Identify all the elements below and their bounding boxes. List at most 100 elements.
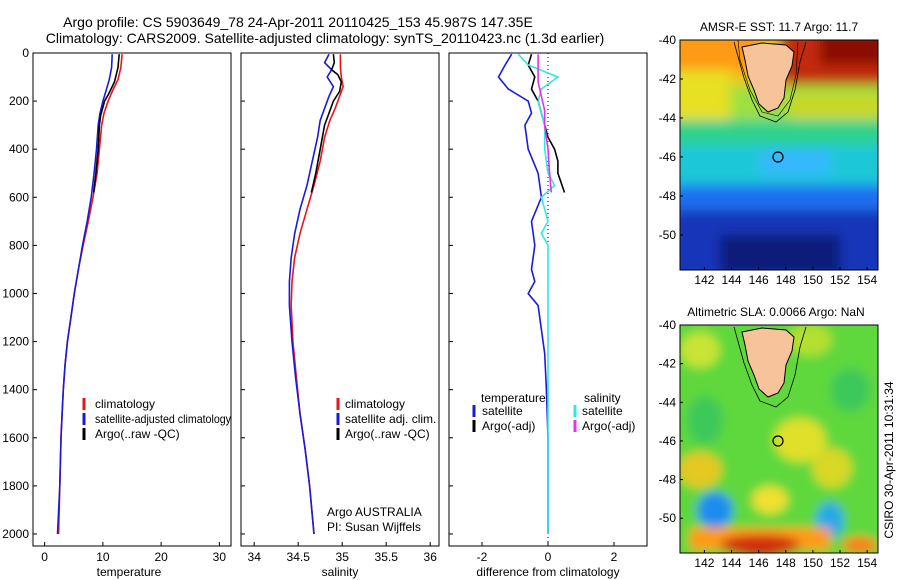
temperature-panel: 0 10 20 30 0 200 400 600 800 1000 1200 1400 1600 1800… — [2, 46, 232, 579]
map-x-tick-label: 148 — [776, 273, 796, 287]
map-x-tick-label: 152 — [830, 273, 850, 287]
salinity-panel: 34 34.5 35 35.5 36 salinity climatology sate… — [240, 52, 440, 579]
map-y-tick-label: -40 — [659, 318, 677, 332]
x-tick-label: 34.5 — [287, 550, 311, 564]
figure-title-line1: Argo profile: CS 5903649_78 24-Apr-2011 … — [63, 14, 533, 30]
y-tick-label: 1600 — [2, 431, 29, 445]
salinity-ticks: 34 34.5 35 35.5 36 — [241, 52, 438, 564]
map-y-tick-label: -48 — [659, 473, 677, 487]
series-line-2-2 — [517, 53, 560, 534]
series-line-0-2 — [92, 54, 120, 193]
legend-label: satellite — [482, 404, 523, 418]
legend-header-salinity: salinity — [584, 391, 621, 405]
argo-annotation-line2: PI: Susan Wijffels — [327, 520, 421, 534]
y-tick-label: 2000 — [2, 527, 29, 541]
map-x-tick-label: 146 — [749, 273, 769, 287]
map-x-tick-label: 152 — [830, 556, 850, 570]
map-y-tick-label: -46 — [659, 434, 677, 448]
y-tick-label: 400 — [9, 142, 29, 156]
map-y-tick-label: -50 — [659, 511, 677, 525]
y-tick-label: 0 — [22, 46, 29, 60]
series-line-1-1 — [288, 53, 335, 535]
sst-map-title: AMSR-E SST: 11.7 Argo: 11.7 — [700, 20, 859, 34]
map-x-tick-label: 150 — [803, 273, 823, 287]
x-tick-label: 0 — [545, 550, 552, 564]
map-x-tick-label: 142 — [694, 273, 714, 287]
sst-map-contour — [733, 41, 807, 123]
map-y-tick-label: -44 — [659, 111, 677, 125]
map-x-tick-label: 144 — [722, 273, 742, 287]
series-line-0-1 — [56, 54, 113, 535]
legend-label: Argo(-adj) — [582, 419, 635, 433]
x-tick-label: 35 — [336, 550, 350, 564]
difference-ticks: -2 0 2 — [449, 52, 618, 564]
sst-map-panel: AMSR-E SST: 11.7 Argo: 11.7 — [659, 20, 879, 287]
x-tick-label: 30 — [213, 550, 227, 564]
map-x-tick-label: 154 — [857, 556, 877, 570]
tasmania-land — [741, 42, 795, 113]
sla-map-contour — [733, 326, 807, 408]
y-tick-label: 1800 — [2, 479, 29, 493]
map-x-tick-label: 150 — [803, 556, 823, 570]
map-x-tick-label: 142 — [694, 556, 714, 570]
map-x-tick-label: 146 — [749, 556, 769, 570]
series-line-1-0 — [290, 54, 344, 535]
series-line-1-2 — [310, 54, 343, 193]
argo-annotation-line1: Argo AUSTRALIA — [327, 505, 422, 519]
temperature-legend: climatology satellite-adjusted climatolo… — [82, 397, 231, 441]
series-line-2-3 — [537, 54, 553, 193]
x-tick-label: 34 — [248, 550, 262, 564]
figure-title-line2: Climatology: CARS2009. Satellite-adjuste… — [46, 30, 604, 46]
map-y-tick-label: -42 — [659, 357, 677, 371]
sla-map-field — [680, 325, 878, 553]
legend-header-temperature: temperature — [481, 391, 546, 405]
x-tick-label: 36 — [424, 550, 438, 564]
temperature-xlabel: temperature — [97, 565, 162, 579]
x-tick-label: 35.5 — [375, 550, 399, 564]
sst-map-field — [680, 40, 878, 270]
x-tick-label: 2 — [611, 550, 618, 564]
map-y-tick-label: -44 — [659, 395, 677, 409]
sla-map-axes-box — [679, 324, 879, 554]
map-y-tick-label: -50 — [659, 228, 677, 242]
legend-label: satellite-adjusted climatology — [95, 412, 231, 426]
y-tick-label: 600 — [9, 190, 29, 204]
series-line-2-1 — [527, 53, 566, 193]
argo-float-marker — [772, 151, 784, 163]
map-y-tick-label: -40 — [659, 33, 677, 47]
y-tick-label: 800 — [9, 238, 29, 252]
salinity-xlabel: salinity — [322, 565, 359, 579]
y-tick-label: 1400 — [2, 383, 29, 397]
temperature-axes-box — [32, 52, 232, 547]
legend-label: Argo(-adj) — [482, 419, 535, 433]
salinity-series — [288, 53, 344, 535]
map-x-tick-label: 144 — [722, 556, 742, 570]
x-tick-label: -2 — [477, 550, 488, 564]
legend-label: Argo(..raw -QC) — [345, 427, 430, 441]
temperature-series — [56, 54, 123, 535]
x-tick-label: 0 — [41, 550, 48, 564]
legend-label: Argo(..raw -QC) — [95, 427, 180, 441]
side-timestamp-label: CSIRO 30-Apr-2011 10:31:34 — [882, 381, 896, 539]
map-x-tick-label: 148 — [776, 556, 796, 570]
series-line-2-0 — [497, 53, 549, 534]
tasmania-land — [741, 327, 795, 398]
map-y-tick-label: -42 — [659, 72, 677, 86]
sla-map-title: Altimetric SLA: 0.0066 Argo: NaN — [687, 305, 864, 319]
legend-label: climatology — [95, 397, 155, 411]
legend-label: satellite adj. clim. — [345, 412, 436, 426]
sla-map-panel: Altimetric SLA: 0.0066 Argo: NaN — [659, 305, 879, 570]
sst-map-ticks: 142 144 146 148 150 152 154 -40 -42 -44 -46 -48 -50 — [659, 33, 878, 287]
difference-xlabel: difference from climatology — [476, 565, 619, 579]
salinity-axes-box — [240, 52, 440, 547]
map-y-tick-label: -48 — [659, 189, 677, 203]
salinity-legend: climatology satellite adj. clim. Argo(..… — [336, 397, 436, 441]
map-x-tick-label: 154 — [857, 273, 877, 287]
series-line-0-0 — [57, 54, 123, 535]
legend-label: climatology — [345, 397, 405, 411]
sst-map-contour — [737, 40, 799, 117]
temperature-ticks: 0 10 20 30 0 200 400 600 800 1000 1200 1400 1600 1800… — [2, 46, 226, 564]
y-tick-label: 200 — [9, 94, 29, 108]
x-tick-label: 10 — [96, 550, 110, 564]
